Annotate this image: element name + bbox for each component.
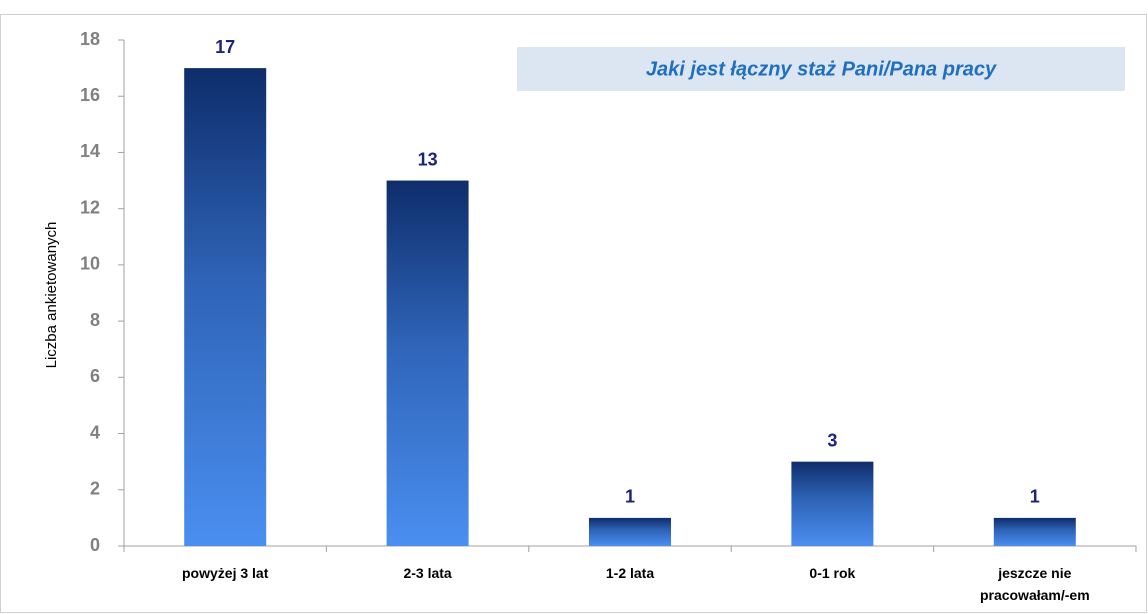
y-tick-label: 12	[80, 197, 100, 217]
y-tick-label: 8	[90, 310, 100, 330]
value-label: 13	[418, 149, 438, 169]
y-tick-label: 0	[90, 535, 100, 555]
x-tick-label: 1-2 lata	[605, 565, 655, 581]
y-tick-label: 4	[90, 422, 100, 442]
y-tick-label: 16	[80, 85, 100, 105]
value-label: 17	[215, 37, 235, 57]
x-tick-label: 0-1 rok	[809, 565, 856, 581]
bar	[184, 68, 267, 546]
value-label: 1	[625, 487, 635, 507]
value-label: 1	[1030, 487, 1040, 507]
y-tick-label: 10	[80, 254, 100, 274]
x-tick-label: powyżej 3 lat	[182, 565, 269, 581]
chart-title: Jaki jest łączny staż Pani/Pana pracy	[646, 58, 997, 80]
x-tick-label: 2-3 lata	[403, 565, 452, 581]
y-tick-label: 18	[80, 29, 100, 49]
title-box	[517, 47, 1125, 91]
y-tick-label: 14	[80, 141, 100, 161]
y-axis-label: Liczba ankietowanych	[43, 222, 60, 369]
value-label: 3	[827, 430, 837, 450]
bar	[386, 180, 469, 547]
bar	[993, 517, 1076, 546]
y-tick-label: 6	[90, 366, 100, 386]
x-tick-label: jeszcze nie pracowałam/-em	[979, 565, 1090, 603]
frame	[0, 14, 1147, 613]
y-tick-label: 2	[90, 479, 100, 499]
bar	[589, 517, 671, 546]
bar	[791, 461, 874, 546]
